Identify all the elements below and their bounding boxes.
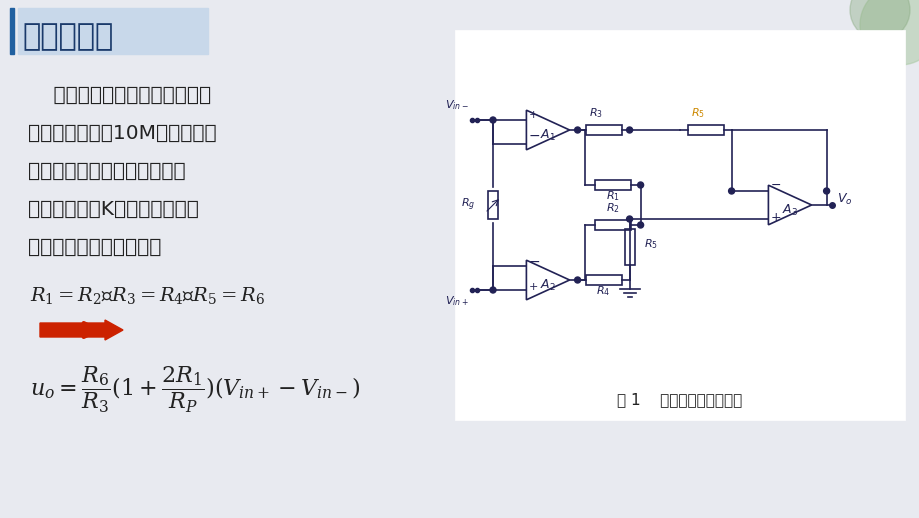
Circle shape	[490, 287, 495, 293]
Circle shape	[574, 277, 580, 283]
Circle shape	[823, 188, 829, 194]
Text: $A_{1}$: $A_{1}$	[539, 127, 555, 142]
Bar	[455, 30, 904, 420]
Circle shape	[626, 127, 632, 133]
Circle shape	[490, 117, 495, 123]
Text: −: −	[769, 179, 780, 192]
Text: $A_{3}$: $A_{3}$	[781, 203, 797, 218]
Text: $R_1 = R_2$、$R_3 = R_4$、$R_5 = R_6$: $R_1 = R_2$、$R_3 = R_4$、$R_5 = R_6$	[30, 284, 265, 306]
Text: 制作电阻网络为10M的差动放大: 制作电阻网络为10M的差动放大	[28, 123, 216, 142]
Circle shape	[574, 127, 580, 133]
Text: +: +	[769, 211, 780, 224]
Bar	[585, 125, 621, 135]
Text: 图 1    仪表放大器典型结构: 图 1 仪表放大器典型结构	[617, 393, 742, 408]
Bar	[594, 220, 630, 230]
Text: $V_{in-}$: $V_{in-}$	[445, 98, 469, 112]
Circle shape	[637, 222, 643, 228]
Bar	[487, 191, 497, 219]
Ellipse shape	[849, 0, 909, 40]
Text: 源阻抗通常为K欧姆量级的应用: 源阻抗通常为K欧姆量级的应用	[28, 199, 199, 219]
Bar	[624, 229, 634, 265]
Text: −: −	[528, 129, 539, 143]
Bar	[686, 125, 723, 135]
Text: 中，差动放大器不适合。: 中，差动放大器不适合。	[28, 237, 161, 256]
Bar	[18, 8, 208, 54]
Text: $R_1$: $R_1$	[605, 189, 618, 203]
Text: $V_{in+}$: $V_{in+}$	[445, 294, 469, 308]
Text: $V_o$: $V_o$	[835, 192, 851, 207]
Text: $R_2$: $R_2$	[605, 201, 618, 215]
Text: $R_3$: $R_3$	[588, 106, 602, 120]
Circle shape	[637, 182, 643, 188]
Text: +: +	[528, 282, 538, 292]
Text: $u_o = \dfrac{R_6}{R_3}(1 + \dfrac{2R_1}{R_P})(V_{in+} - V_{in-})$: $u_o = \dfrac{R_6}{R_3}(1 + \dfrac{2R_1}…	[30, 365, 360, 415]
Circle shape	[728, 188, 733, 194]
Text: $R_g$: $R_g$	[460, 197, 474, 213]
Bar	[585, 275, 621, 285]
Circle shape	[626, 216, 632, 222]
Text: $R_5$: $R_5$	[690, 106, 704, 120]
Text: $R_5$: $R_5$	[643, 237, 657, 251]
Text: $A_{2}$: $A_{2}$	[539, 278, 555, 293]
Text: −: −	[528, 255, 539, 269]
Bar	[594, 180, 630, 190]
Text: $R_4$: $R_4$	[596, 284, 610, 298]
Text: +: +	[528, 110, 538, 120]
FancyArrow shape	[40, 320, 123, 340]
Text: 器，因此对于惠斯通电桥这种: 器，因此对于惠斯通电桥这种	[28, 162, 186, 180]
Ellipse shape	[859, 0, 919, 65]
Text: 仪表放大器: 仪表放大器	[22, 22, 113, 51]
Text: 但是没有任何一家芯片厂商会: 但是没有任何一家芯片厂商会	[28, 85, 210, 105]
Bar	[10, 8, 14, 54]
